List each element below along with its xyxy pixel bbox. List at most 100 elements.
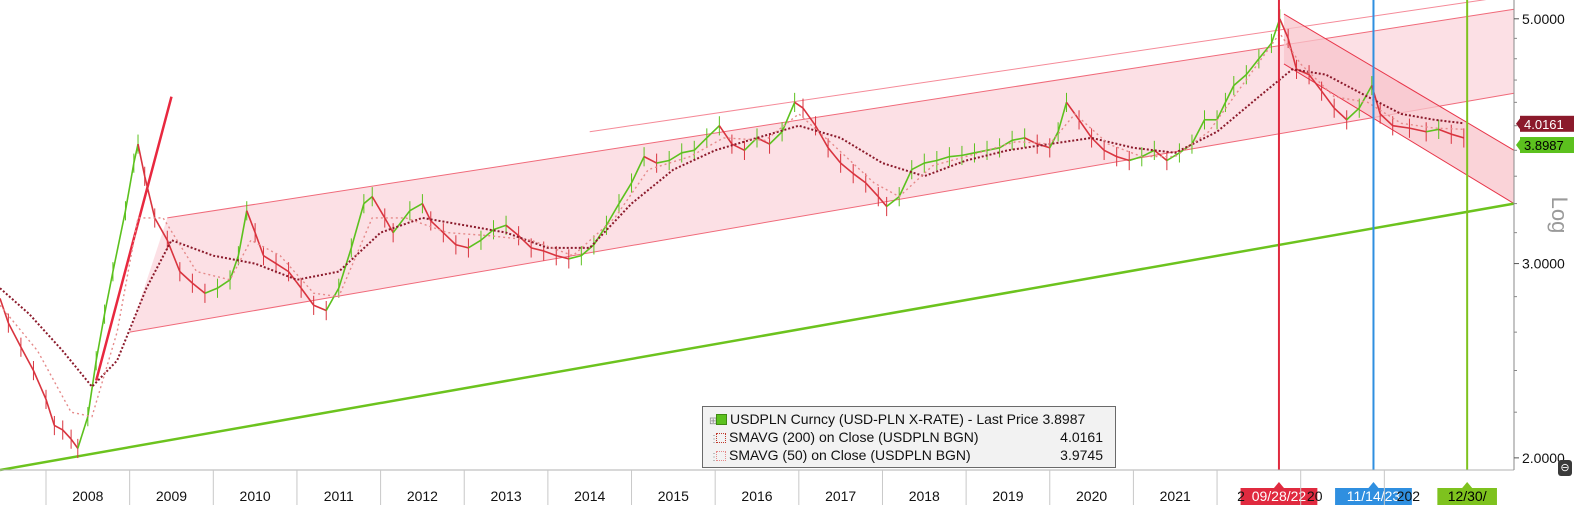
price-segment: [756, 137, 770, 145]
price-segment: [409, 202, 423, 212]
price-segment: [1379, 113, 1394, 127]
vline-tag-arrow: [1462, 482, 1473, 488]
x-tick-label: 2009: [156, 488, 187, 504]
price-segment: [179, 271, 193, 284]
price-segment: [718, 125, 733, 145]
price-segment: [468, 239, 482, 249]
legend-toggle-icon[interactable]: ⊞: [709, 416, 718, 427]
vline-date-tag: [1335, 488, 1412, 505]
last-price-tag: [1520, 137, 1574, 154]
series-swatch-icon: [716, 451, 726, 461]
price-segment: [237, 210, 248, 256]
price-segment: [681, 149, 695, 154]
price-segment: [455, 244, 469, 249]
legend-toggle-icon[interactable]: ⋮: [709, 452, 719, 463]
price-segment: [1116, 155, 1130, 162]
price-segment: [143, 176, 156, 219]
price-segment: [45, 399, 56, 426]
price-segment: [1426, 128, 1439, 133]
price-segment: [593, 224, 608, 246]
series-layer: [0, 9, 1465, 459]
price-segment: [1103, 149, 1118, 158]
x-tick-label: 2013: [490, 488, 521, 504]
y-tick-label: 2.0000: [1522, 450, 1565, 466]
price-segment: [1191, 119, 1206, 145]
price-segment: [246, 210, 256, 233]
legend-item-sma50[interactable]: ⋮ SMAVG (50) on Close (USDPLN BGN) 3.9745: [709, 446, 1109, 464]
price-segment: [1258, 42, 1273, 60]
price-segment: [217, 279, 231, 289]
x-tick-label: 2016: [741, 488, 772, 504]
vline-tag-arrow: [1368, 482, 1379, 488]
price-segment: [1057, 102, 1068, 132]
price-segment: [421, 203, 432, 222]
price-segment: [133, 143, 139, 164]
x-tick-label: 2015: [658, 488, 689, 504]
price-segment: [693, 137, 708, 151]
price-segment: [1065, 101, 1080, 121]
price-segment: [1320, 90, 1335, 109]
series-swatch-icon: [716, 433, 726, 443]
price-segment: [961, 152, 975, 157]
price-segment: [124, 162, 135, 211]
channel-annotations: [0, 0, 1515, 472]
price-segment: [999, 139, 1013, 149]
price-segment: [95, 313, 106, 361]
price-segment: [530, 247, 544, 252]
x-tick-label: 2008: [72, 488, 103, 504]
price-segment: [191, 282, 206, 294]
price-segment: [568, 254, 582, 260]
x-tick-label: 2: [1237, 488, 1245, 504]
price-segment: [605, 203, 620, 226]
price-segment: [656, 159, 670, 164]
price-segment: [20, 346, 35, 371]
price-segment: [62, 429, 72, 440]
price-segment: [77, 416, 89, 449]
down-channel-fill: [1283, 14, 1514, 204]
price-segment: [1011, 137, 1025, 142]
channel-lower-line: [129, 92, 1515, 333]
price-segment: [103, 271, 114, 315]
legend-item-sma200[interactable]: ⋮ SMAVG (200) on Close (USDPLN BGN) 4.016…: [709, 428, 1109, 446]
price-segment: [384, 217, 394, 234]
price-segment: [877, 196, 888, 207]
price-segment: [430, 220, 444, 234]
legend-item-price[interactable]: ⊞ USDPLN Curncy (USD-PLN X-RATE) - Last P…: [709, 410, 1109, 428]
x-tick-label: 2010: [240, 488, 271, 504]
price-segment: [1233, 74, 1247, 87]
price-segment: [827, 147, 842, 164]
legend-toggle-icon[interactable]: ⋮: [709, 434, 719, 445]
price-segment: [1078, 119, 1093, 139]
price-segment: [630, 156, 645, 184]
legend-value: 4.0161: [1060, 429, 1103, 445]
price-segment: [936, 155, 950, 162]
x-tick-label: 2011: [324, 488, 354, 504]
x-tick-label: 2021: [1160, 488, 1191, 504]
price-segment: [363, 195, 373, 205]
vline-date-label: 11/14/23: [1347, 488, 1401, 504]
channel-outer-line: [589, 0, 1487, 133]
price-segment: [1451, 133, 1465, 139]
price-segment: [986, 147, 1000, 152]
price-segment: [1438, 128, 1452, 135]
price-segment: [1245, 58, 1260, 76]
vline-date-tag: [1437, 488, 1497, 505]
price-segment: [1216, 101, 1227, 121]
price-segment: [1049, 131, 1059, 149]
price-segment: [852, 172, 867, 184]
down-channel-lower-line: [1283, 63, 1515, 205]
price-segment: [32, 370, 47, 400]
steep-trendline: [94, 96, 173, 381]
legend[interactable]: ⊞ USDPLN Curncy (USD-PLN X-RATE) - Last P…: [702, 406, 1116, 468]
price-segment: [7, 322, 22, 348]
panel-toggle-icon[interactable]: ⊖: [1558, 460, 1572, 476]
price-segment: [618, 182, 633, 205]
sma200-price-tag: [1520, 115, 1574, 132]
vline-date-tag: [1240, 488, 1318, 505]
price-segment: [480, 229, 495, 241]
sma200-price-tag-label: 4.0161: [1524, 117, 1564, 132]
legend-label: USDPLN Curncy (USD-PLN X-RATE) - Last Pr…: [730, 411, 1086, 427]
price-segment: [911, 162, 925, 171]
